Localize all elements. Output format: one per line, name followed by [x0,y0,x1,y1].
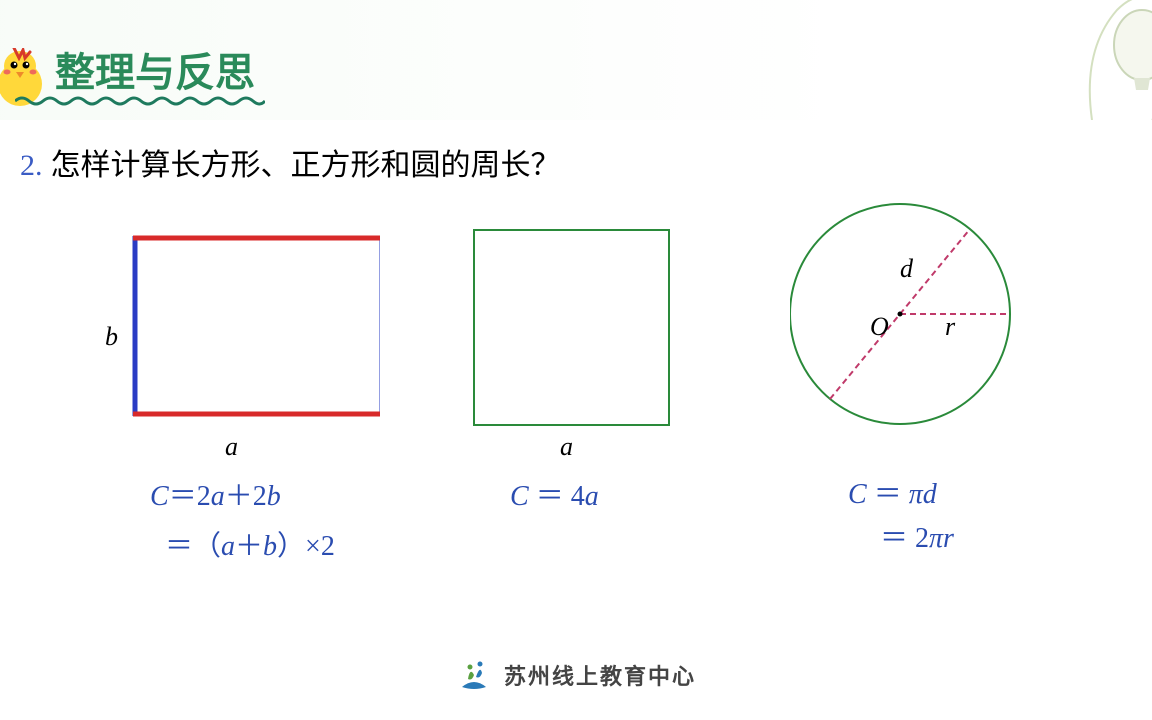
circle-label-d: d [900,254,913,284]
footer: 苏州线上教育中心 [0,657,1152,698]
question-text: 2.怎样计算长方形、正方形和圆的周长？ [20,140,1152,184]
circle-formula-1: C ＝ πd [848,472,937,512]
footer-text: 苏州线上教育中心 [504,659,696,691]
square-diagram [470,226,680,436]
question-body: 怎样计算长方形、正方形和圆的周长？ [51,149,561,182]
rectangle-diagram [100,224,380,424]
question-number: 2. [20,149,43,182]
rectangle-formula-2: ＝（a＋b）×2 [165,524,335,564]
circle-label-O: O [870,312,889,342]
rect-label-b: b [105,322,118,352]
circle-formula-2: ＝ 2πr [880,516,954,556]
rectangle-formula-1: C＝2a＋2b [150,474,281,514]
circle-diagram [790,194,1030,434]
diagrams-area: b a a d O r C＝2a＋2b ＝（a＋b）×2 C ＝ 4a C ＝ … [0,224,1152,594]
rect-label-a: a [225,432,238,462]
footer-logo-icon [456,657,492,693]
square-formula: C ＝ 4a [510,474,599,514]
section-title: 整理与反思 [55,40,1152,98]
square-label-a: a [560,432,573,462]
wavy-underline [15,95,265,107]
circle-label-r: r [945,312,955,342]
